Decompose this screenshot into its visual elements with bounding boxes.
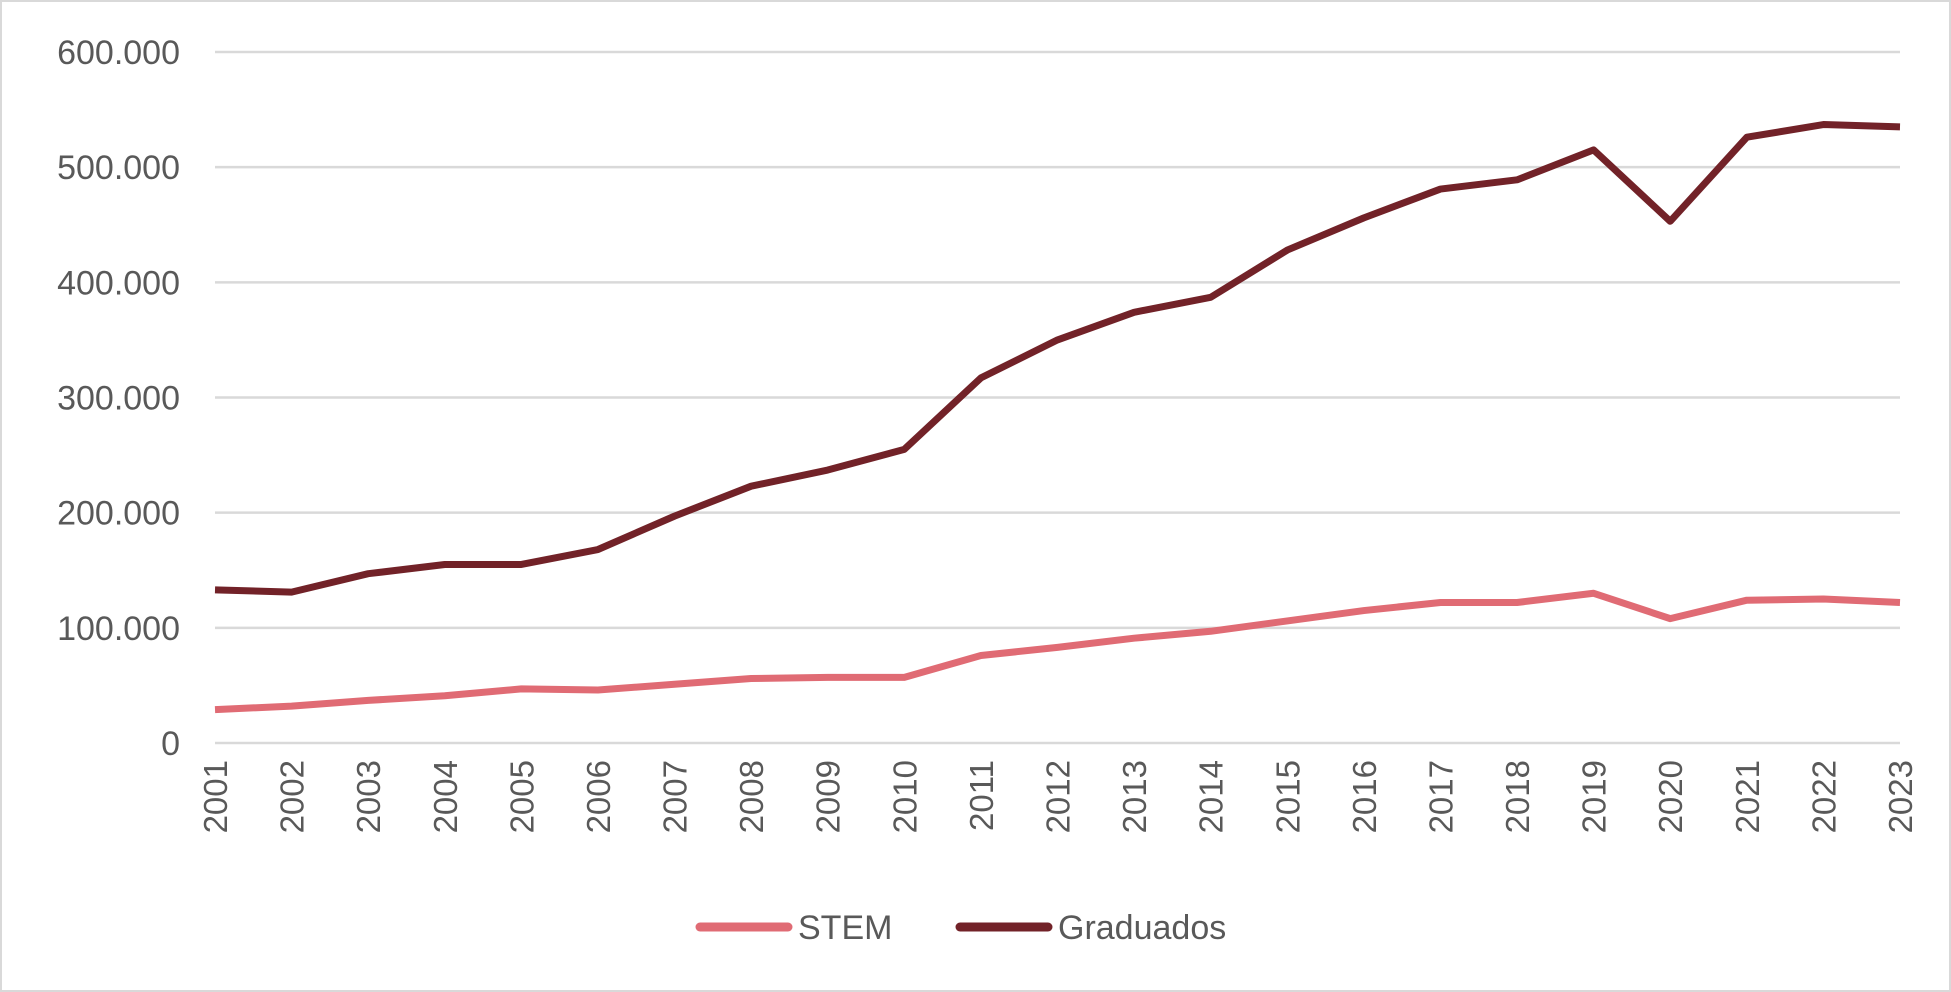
x-tick-label: 2007 bbox=[657, 760, 694, 833]
x-tick-label: 2003 bbox=[350, 760, 387, 833]
x-tick-label: 2002 bbox=[274, 760, 311, 833]
y-tick-label: 200.000 bbox=[57, 495, 180, 533]
x-tick-label: 2010 bbox=[886, 760, 923, 833]
x-tick-label: 2001 bbox=[197, 760, 234, 833]
y-tick-label: 0 bbox=[161, 725, 180, 763]
x-tick-label: 2009 bbox=[810, 760, 847, 833]
x-tick-label: 2016 bbox=[1346, 760, 1383, 833]
x-tick-label: 2020 bbox=[1652, 760, 1689, 833]
x-tick-label: 2004 bbox=[427, 760, 464, 833]
series-line-graduados bbox=[214, 121, 1901, 596]
x-tick-label: 2018 bbox=[1499, 760, 1536, 833]
x-tick-label: 2021 bbox=[1729, 760, 1766, 833]
legend-label: Graduados bbox=[1058, 909, 1226, 947]
x-tick-label: 2011 bbox=[963, 760, 1000, 831]
series-line-stem bbox=[214, 589, 1901, 714]
x-tick-label: 2014 bbox=[1193, 760, 1230, 833]
x-tick-label: 2008 bbox=[733, 760, 770, 833]
gridlines bbox=[215, 50, 1900, 745]
x-tick-label: 2006 bbox=[580, 760, 617, 833]
y-tick-label: 500.000 bbox=[57, 149, 180, 187]
x-tick-label: 2012 bbox=[1040, 760, 1077, 833]
x-tick-label: 2013 bbox=[1116, 760, 1153, 833]
y-axis-labels: 0 100.000 200.000 300.000 400.000 500.000 600.… bbox=[57, 34, 180, 763]
x-axis-labels: 2001 2002 2003 2004 2005 2006 2007 2008 2009 2010… bbox=[197, 760, 1919, 833]
legend-label: STEM bbox=[798, 909, 892, 947]
x-tick-label: 2019 bbox=[1576, 760, 1613, 833]
y-tick-label: 400.000 bbox=[57, 264, 180, 302]
y-tick-label: 100.000 bbox=[57, 610, 180, 648]
y-tick-label: 600.000 bbox=[57, 34, 180, 72]
x-tick-label: 2015 bbox=[1269, 760, 1306, 833]
x-tick-label: 2017 bbox=[1422, 760, 1459, 833]
x-tick-label: 2005 bbox=[503, 760, 540, 833]
y-tick-label: 300.000 bbox=[57, 380, 180, 418]
series-lines bbox=[214, 121, 1901, 714]
x-tick-label: 2023 bbox=[1882, 760, 1919, 833]
x-tick-label: 2022 bbox=[1805, 760, 1842, 833]
legend: STEM Graduados bbox=[695, 909, 1226, 947]
